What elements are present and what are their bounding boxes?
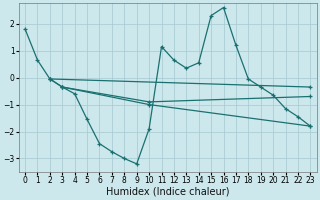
X-axis label: Humidex (Indice chaleur): Humidex (Indice chaleur) <box>106 187 229 197</box>
